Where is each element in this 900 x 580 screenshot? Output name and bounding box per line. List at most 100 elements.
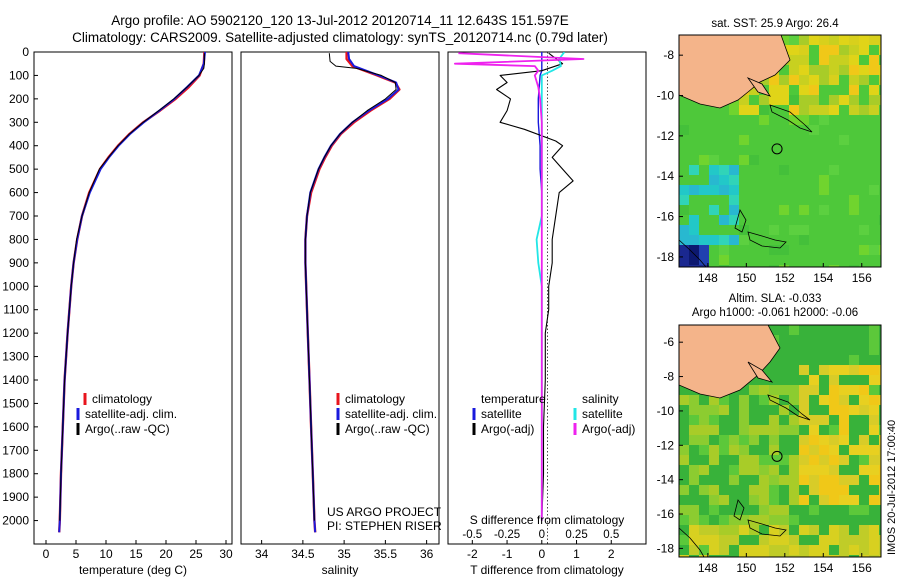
salinity-xlabel: salinity xyxy=(322,563,359,577)
lon-tick-label: 150 xyxy=(736,271,756,285)
sla-cell xyxy=(839,545,849,555)
sla-cell xyxy=(809,425,819,435)
lat-tick-label: -14 xyxy=(657,169,675,183)
sst-cell xyxy=(809,65,819,75)
lat-tick-label: -10 xyxy=(657,89,675,103)
sla-cell xyxy=(719,495,729,505)
sla-cell xyxy=(839,475,849,485)
sla-cell xyxy=(759,505,769,515)
sla-cell xyxy=(769,515,779,525)
sla-cell xyxy=(859,465,869,475)
sla-cell xyxy=(779,535,789,545)
sst-cell xyxy=(789,95,799,105)
sst-cell xyxy=(789,55,799,65)
sla-cell xyxy=(779,385,789,395)
series-line-argo-raw-qc xyxy=(59,53,205,521)
sst-map: sat. SST: 25.9 Argo: 26.4 148 150 152 154 15… xyxy=(657,18,882,285)
sla-cell xyxy=(839,535,849,545)
legend-label-satellite: satellite-adj. clim. xyxy=(345,407,437,421)
sst-cell xyxy=(829,45,839,55)
sst-cell xyxy=(879,75,881,85)
depth-tick-label: 1000 xyxy=(2,279,29,293)
sla-cell xyxy=(799,545,809,555)
sst-cell xyxy=(749,105,759,115)
sla-cell xyxy=(869,385,879,395)
sla-cell xyxy=(689,435,699,445)
sla-cell xyxy=(759,515,769,525)
sst-cell xyxy=(839,95,849,105)
island-coast xyxy=(747,361,774,383)
sst-cell xyxy=(689,265,699,267)
sla-cell xyxy=(789,325,799,335)
sla-cell xyxy=(779,475,789,485)
sla-cell xyxy=(679,555,689,557)
sla-cell xyxy=(819,465,829,475)
x-tick-label: 30 xyxy=(219,547,233,561)
sla-cell xyxy=(819,455,829,465)
sla-cell xyxy=(809,385,819,395)
sst-cell xyxy=(769,245,779,255)
salinity-difference-scale: -0.5 -0.25 0 0.25 0.5 xyxy=(462,529,619,541)
project-annotation-line-1: US ARGO PROJECT xyxy=(327,505,442,519)
sla-cell xyxy=(769,465,779,475)
sla-cell xyxy=(709,395,719,405)
sst-cell xyxy=(759,105,769,115)
sla-cell xyxy=(689,475,699,485)
sst-cell xyxy=(829,55,839,65)
sst-cell xyxy=(729,185,739,195)
legend-label-argo: Argo(..raw -QC) xyxy=(345,422,430,436)
sla-cell xyxy=(879,365,881,375)
depth-tick-label: 1600 xyxy=(2,420,29,434)
sst-cell xyxy=(779,95,789,105)
sla-cell xyxy=(829,395,839,405)
sla-cell xyxy=(769,485,779,495)
sst-cell xyxy=(879,45,881,55)
sla-cell xyxy=(749,435,759,445)
sla-cell xyxy=(739,415,749,425)
temperature-xlabel: temperature (deg C) xyxy=(79,563,187,577)
sst-cell xyxy=(679,225,689,235)
sla-cell xyxy=(759,425,769,435)
x-tick-label: 25 xyxy=(189,547,203,561)
sst-cell xyxy=(789,65,799,75)
sla-cell xyxy=(809,475,819,485)
sst-cell xyxy=(719,215,729,225)
sla-cell xyxy=(789,515,799,525)
lat-tick-label: -18 xyxy=(657,541,675,555)
sla-cell xyxy=(799,445,809,455)
sla-cell xyxy=(769,395,779,405)
temperature-panel: 0100200300400500600700800900100011001200… xyxy=(2,45,233,577)
sla-cell xyxy=(809,485,819,495)
sla-cell xyxy=(789,455,799,465)
sst-cell xyxy=(759,115,769,125)
sst-cell xyxy=(779,205,789,215)
sla-cell xyxy=(819,555,829,557)
sla-cell xyxy=(769,495,779,505)
sla-cell xyxy=(809,525,819,535)
sla-cell xyxy=(699,515,709,525)
sla-cell xyxy=(839,405,849,415)
lat-tick-label: -10 xyxy=(657,404,675,418)
sla-cell xyxy=(719,515,729,525)
sst-cell xyxy=(779,245,789,255)
sla-cell xyxy=(789,385,799,395)
sla-cell xyxy=(749,495,759,505)
sla-cell xyxy=(769,545,779,555)
lon-tick-label: 154 xyxy=(813,561,833,575)
sst-map-title: sat. SST: 25.9 Argo: 26.4 xyxy=(711,18,839,30)
sla-cell xyxy=(789,555,799,557)
sla-cell xyxy=(879,435,881,445)
sst-cell xyxy=(809,35,819,45)
sla-cell xyxy=(689,515,699,525)
sla-cell xyxy=(749,425,759,435)
sst-cell xyxy=(869,95,879,105)
sla-cell xyxy=(699,485,709,495)
sst-cell xyxy=(819,65,829,75)
sla-cell xyxy=(829,445,839,455)
sla-cell xyxy=(689,525,699,535)
sla-cell xyxy=(849,385,859,395)
sla-cell xyxy=(759,465,769,475)
sst-cell xyxy=(729,205,739,215)
sla-cell xyxy=(869,365,879,375)
sst-cell xyxy=(709,185,719,195)
